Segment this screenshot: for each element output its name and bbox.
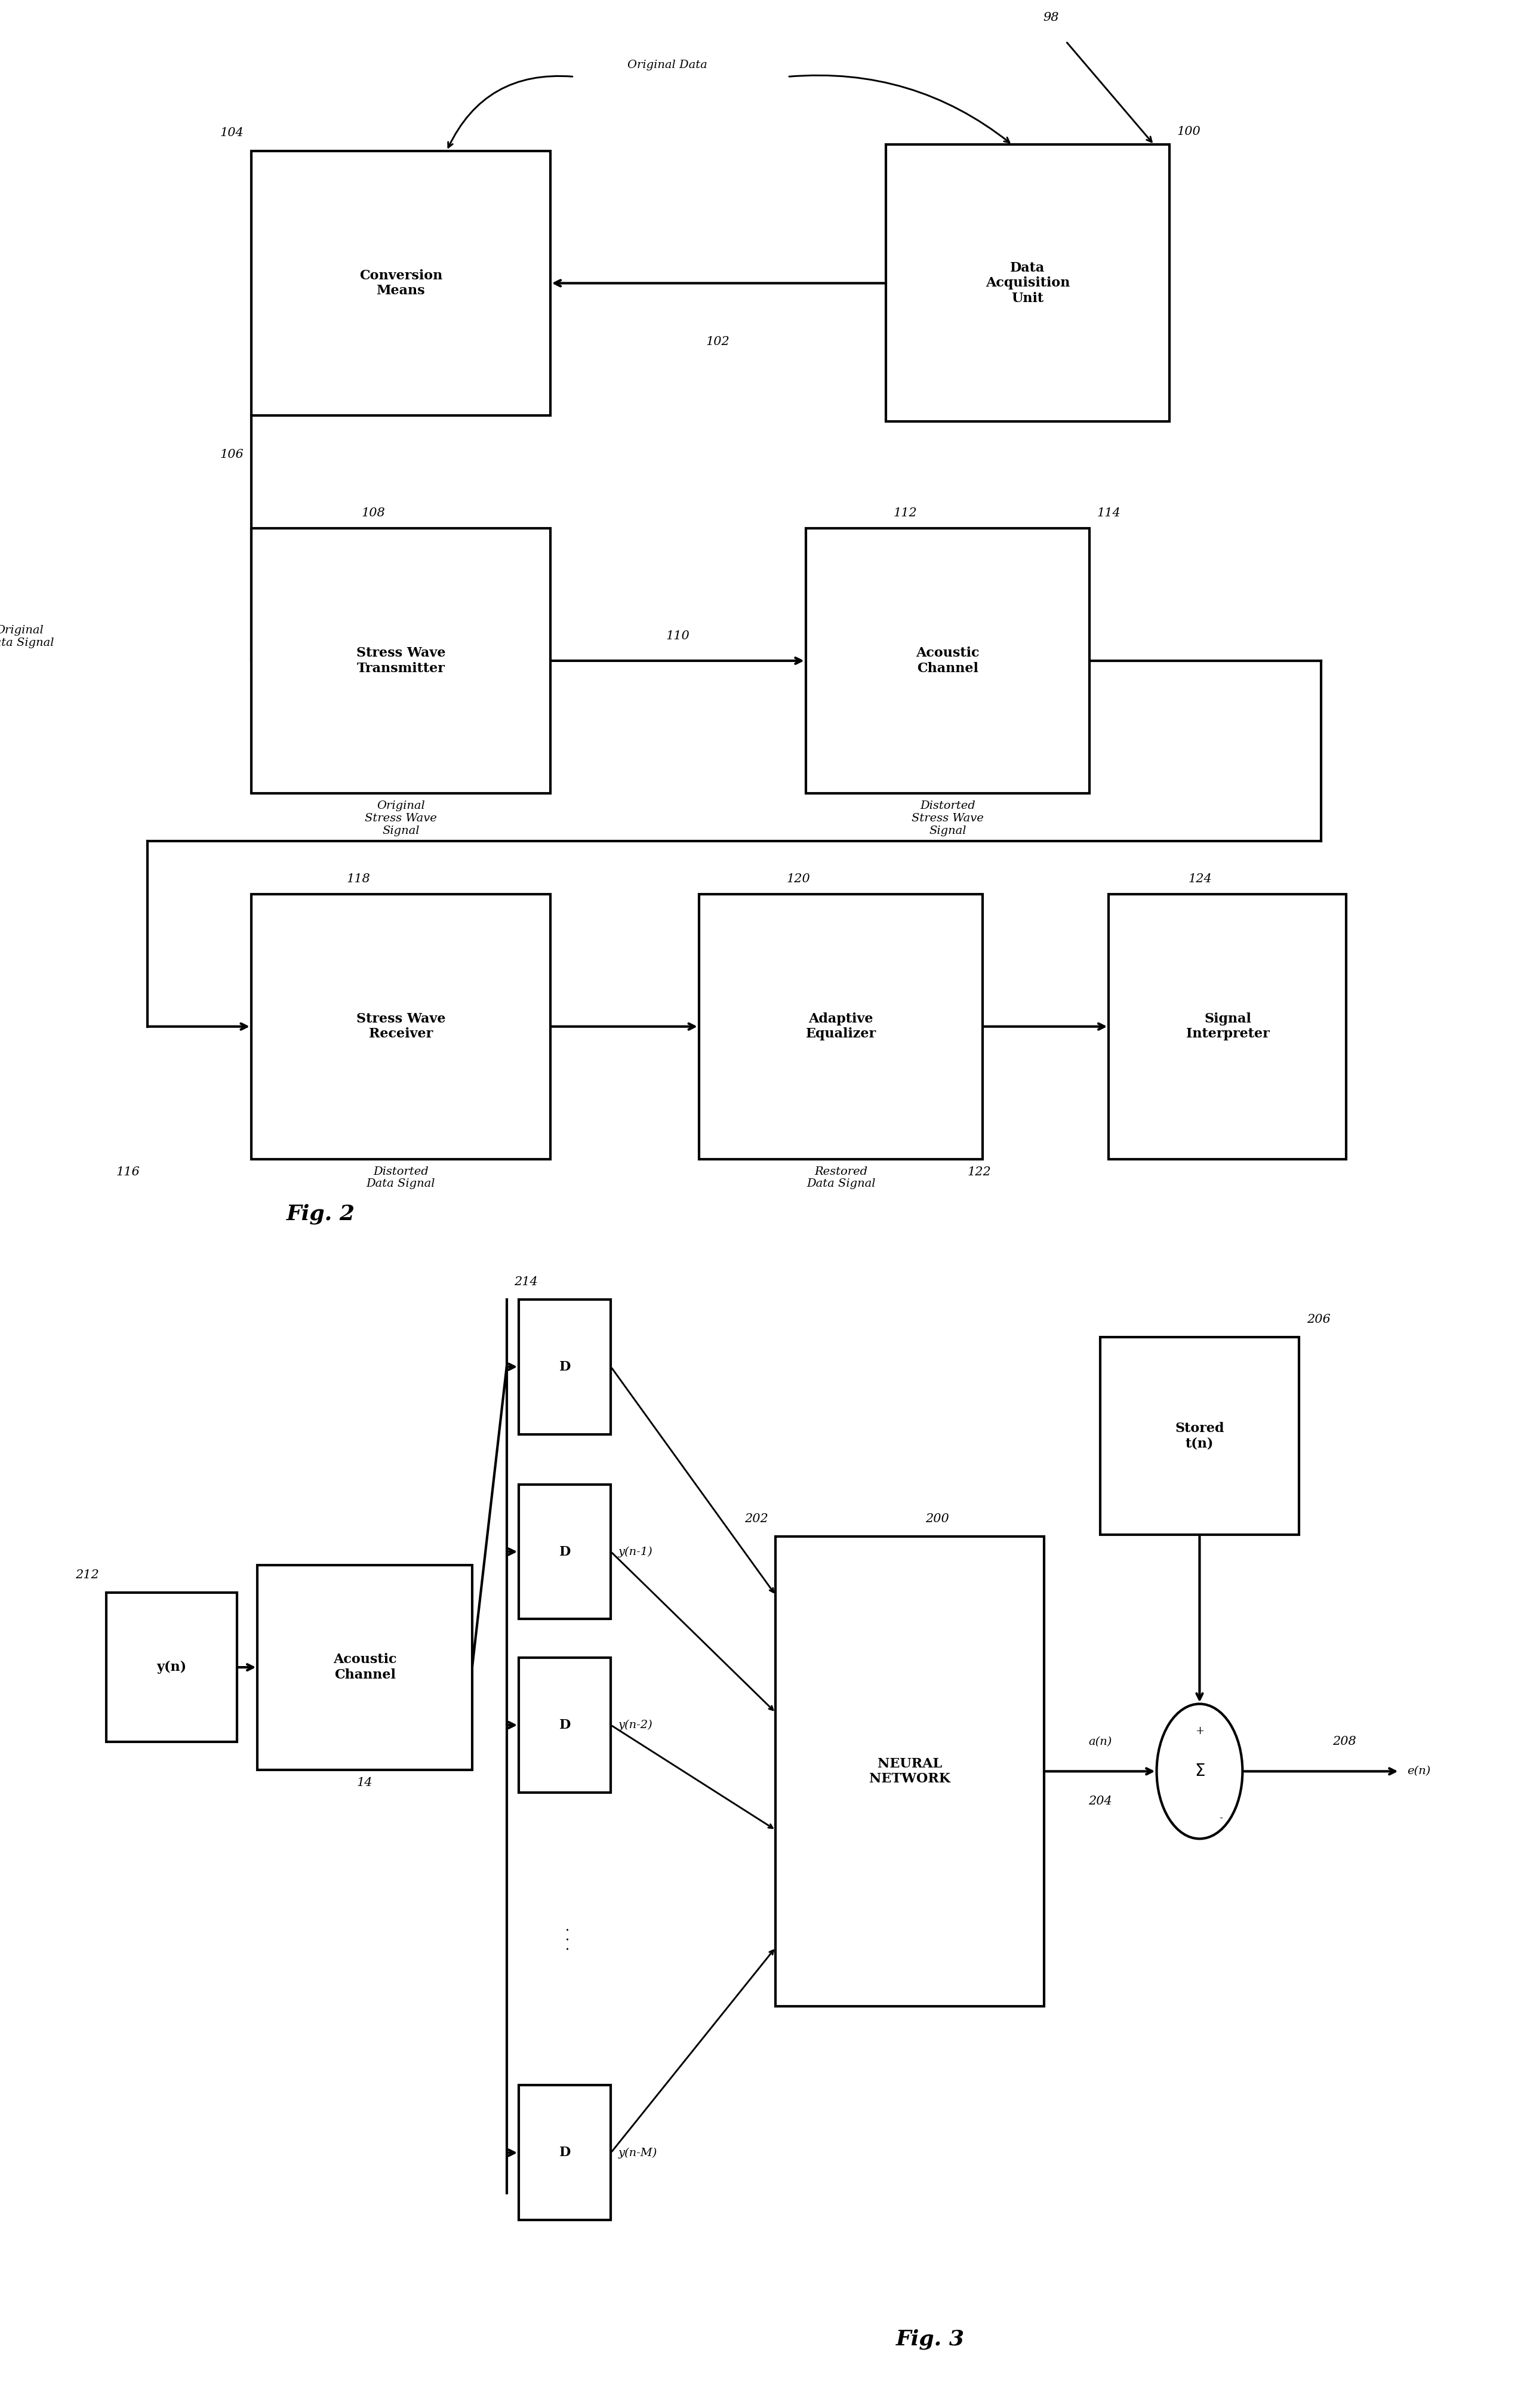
Text: D: D: [560, 2146, 570, 2160]
Text: D: D: [560, 1719, 570, 1731]
Text: 112: 112: [894, 508, 917, 518]
Text: Fig. 2: Fig. 2: [287, 1204, 356, 1223]
Text: 108: 108: [362, 508, 385, 518]
Text: y(n-2): y(n-2): [618, 1719, 653, 1731]
Text: Fig. 3: Fig. 3: [897, 2329, 964, 2350]
Text: y(n-M): y(n-M): [618, 2148, 658, 2158]
Text: 116: 116: [117, 1165, 140, 1178]
FancyBboxPatch shape: [886, 144, 1170, 421]
FancyBboxPatch shape: [518, 1300, 610, 1435]
FancyBboxPatch shape: [776, 1536, 1044, 2006]
FancyBboxPatch shape: [518, 1657, 610, 1792]
Text: Acoustic
Channel: Acoustic Channel: [915, 648, 980, 674]
Text: Stress Wave
Transmitter: Stress Wave Transmitter: [356, 648, 446, 674]
Text: -: -: [1219, 1813, 1223, 1823]
Text: 104: 104: [219, 128, 244, 140]
Text: 200: 200: [926, 1512, 949, 1524]
FancyArrowPatch shape: [612, 1727, 773, 1828]
Text: Restored
Data Signal: Restored Data Signal: [806, 1165, 875, 1190]
Text: Original
Data Signal: Original Data Signal: [0, 626, 54, 648]
Text: y(n-1): y(n-1): [618, 1546, 653, 1558]
Text: Stored
t(n): Stored t(n): [1174, 1423, 1225, 1450]
Text: 14: 14: [357, 1777, 373, 1789]
FancyBboxPatch shape: [1099, 1336, 1300, 1534]
Text: Distorted
Stress Wave
Signal: Distorted Stress Wave Signal: [912, 799, 984, 836]
FancyBboxPatch shape: [518, 1483, 610, 1618]
Text: Signal
Interpreter: Signal Interpreter: [1187, 1011, 1269, 1040]
Text: 214: 214: [515, 1276, 538, 1288]
FancyBboxPatch shape: [1108, 893, 1346, 1158]
Text: 110: 110: [667, 631, 690, 641]
Text: NEURAL
NETWORK: NEURAL NETWORK: [869, 1758, 950, 1784]
Text: Original
Stress Wave
Signal: Original Stress Wave Signal: [365, 799, 437, 836]
FancyBboxPatch shape: [258, 1565, 472, 1770]
Text: 100: 100: [1177, 125, 1200, 137]
Text: D: D: [560, 1361, 570, 1373]
FancyBboxPatch shape: [518, 2085, 610, 2220]
FancyBboxPatch shape: [251, 527, 550, 792]
Text: a(n): a(n): [1088, 1736, 1111, 1748]
Text: D: D: [560, 1546, 570, 1558]
Text: Data
Acquisition
Unit: Data Acquisition Unit: [986, 262, 1070, 306]
Text: 208: 208: [1332, 1736, 1357, 1748]
Text: . . .: . . .: [558, 1926, 572, 1950]
FancyArrowPatch shape: [612, 1950, 774, 2150]
Text: $\Sigma$: $\Sigma$: [1194, 1763, 1205, 1780]
Text: 102: 102: [707, 337, 730, 347]
Text: 114: 114: [1098, 508, 1121, 518]
FancyArrowPatch shape: [612, 1368, 774, 1592]
FancyArrowPatch shape: [1067, 43, 1151, 142]
Text: 106: 106: [219, 448, 244, 460]
Text: +: +: [1196, 1727, 1203, 1736]
FancyBboxPatch shape: [699, 893, 983, 1158]
Text: Distorted
Data Signal: Distorted Data Signal: [366, 1165, 435, 1190]
FancyBboxPatch shape: [806, 527, 1090, 792]
Text: 122: 122: [967, 1165, 990, 1178]
Text: 118: 118: [346, 874, 369, 884]
Text: 202: 202: [745, 1512, 768, 1524]
Text: Acoustic
Channel: Acoustic Channel: [333, 1654, 397, 1681]
Text: Stress Wave
Receiver: Stress Wave Receiver: [356, 1011, 446, 1040]
Text: Adaptive
Equalizer: Adaptive Equalizer: [806, 1011, 875, 1040]
Text: 124: 124: [1188, 874, 1213, 884]
FancyBboxPatch shape: [107, 1592, 238, 1741]
FancyArrowPatch shape: [789, 75, 1009, 142]
Text: y(n): y(n): [156, 1662, 187, 1674]
FancyBboxPatch shape: [251, 893, 550, 1158]
Text: 120: 120: [786, 874, 809, 884]
Text: 206: 206: [1306, 1315, 1331, 1324]
Text: Conversion
Means: Conversion Means: [359, 270, 443, 296]
Text: 212: 212: [75, 1570, 98, 1580]
FancyArrowPatch shape: [612, 1553, 773, 1710]
Text: 204: 204: [1088, 1796, 1111, 1806]
Text: e(n): e(n): [1407, 1765, 1430, 1777]
Text: Original Data: Original Data: [627, 60, 707, 70]
Text: 98: 98: [1042, 12, 1059, 24]
FancyBboxPatch shape: [251, 152, 550, 417]
FancyArrowPatch shape: [448, 77, 572, 147]
